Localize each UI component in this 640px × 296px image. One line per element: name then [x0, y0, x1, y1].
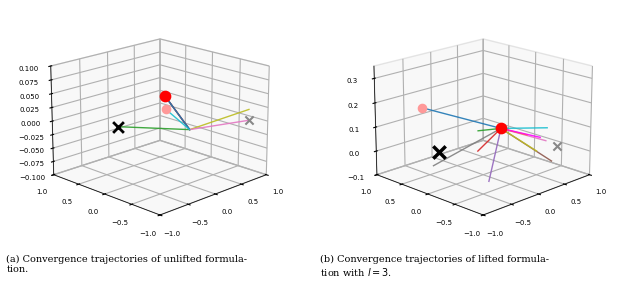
Text: (b) Convergence trajectories of lifted formula-
tion with $l = 3$.: (b) Convergence trajectories of lifted f… — [320, 255, 549, 278]
Text: (a) Convergence trajectories of unlifted formula-
tion.: (a) Convergence trajectories of unlifted… — [6, 255, 248, 274]
